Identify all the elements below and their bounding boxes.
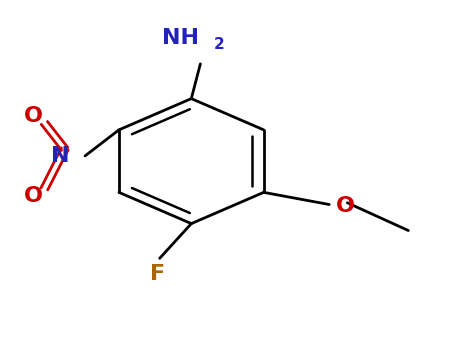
Text: F: F <box>150 264 165 284</box>
Text: O: O <box>24 186 43 206</box>
Text: 2: 2 <box>214 37 225 51</box>
Text: NH: NH <box>162 28 199 48</box>
Text: O: O <box>24 106 43 126</box>
Text: O: O <box>336 196 354 216</box>
Text: N: N <box>51 146 70 166</box>
